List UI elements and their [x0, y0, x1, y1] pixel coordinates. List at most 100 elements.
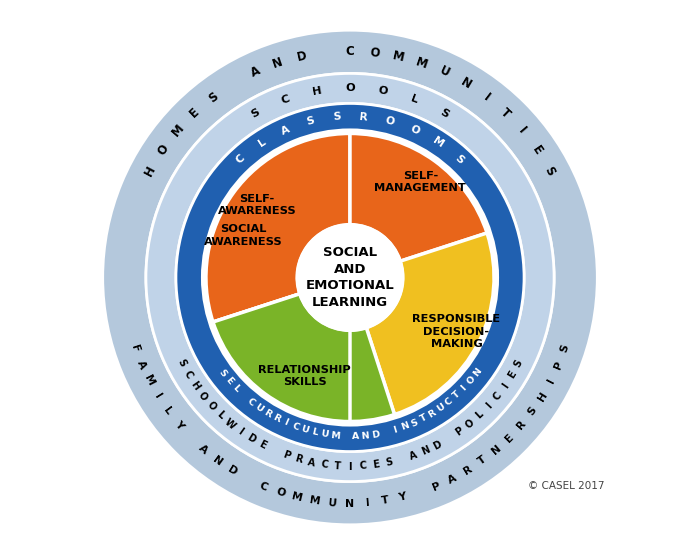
Wedge shape [350, 133, 487, 261]
Text: RESPONSIBLE
DECISION-
MAKING: RESPONSIBLE DECISION- MAKING [412, 314, 500, 349]
Text: I: I [349, 462, 351, 472]
Text: O: O [274, 487, 286, 499]
Text: H: H [188, 380, 201, 392]
Text: I: I [481, 90, 492, 104]
Text: C: C [181, 369, 194, 380]
Text: E: E [257, 439, 267, 451]
Text: S: S [526, 405, 539, 417]
Text: N: N [345, 499, 355, 509]
Text: M: M [169, 122, 187, 139]
Text: D: D [295, 49, 308, 64]
Text: N: N [271, 56, 285, 71]
Text: T: T [419, 413, 428, 424]
Text: O: O [155, 142, 172, 158]
Text: R: R [358, 112, 368, 123]
Text: S: S [453, 153, 466, 166]
Text: R: R [272, 413, 282, 424]
Text: U: U [320, 430, 329, 440]
Text: I: I [392, 425, 398, 435]
Text: © CASEL 2017: © CASEL 2017 [528, 481, 604, 491]
Wedge shape [103, 30, 597, 525]
Text: C: C [258, 481, 270, 493]
Text: T: T [452, 390, 462, 401]
Text: L: L [162, 405, 174, 417]
Text: N: N [458, 75, 474, 92]
Text: S: S [332, 112, 341, 123]
Text: S: S [384, 457, 393, 468]
Text: I: I [153, 392, 163, 401]
Text: A: A [409, 450, 419, 462]
Text: RELATIONSHIP
SKILLS: RELATIONSHIP SKILLS [258, 365, 351, 387]
Text: T: T [498, 105, 512, 120]
Text: R: R [515, 418, 528, 431]
Text: E: E [506, 369, 518, 380]
Text: T: T [381, 496, 390, 506]
Text: A: A [279, 124, 291, 137]
Text: O: O [409, 124, 421, 137]
Text: D: D [225, 464, 239, 477]
Text: M: M [391, 49, 405, 64]
Text: C: C [279, 94, 291, 106]
Text: I: I [484, 401, 494, 411]
Text: S: S [305, 116, 316, 128]
Text: U: U [253, 402, 265, 414]
Text: S: S [206, 89, 220, 105]
Text: SOCIAL
AWARENESS: SOCIAL AWARENESS [204, 224, 283, 246]
Text: C: C [290, 421, 300, 432]
Text: M: M [309, 495, 321, 507]
Text: S: S [542, 164, 557, 178]
Text: F: F [130, 343, 141, 354]
Text: E: E [188, 105, 202, 120]
Text: Y: Y [398, 492, 407, 503]
Text: O: O [369, 46, 380, 59]
Text: A: A [351, 432, 359, 441]
Wedge shape [146, 73, 554, 482]
Text: I: I [365, 498, 370, 508]
Text: C: C [443, 396, 454, 407]
Text: L: L [410, 94, 420, 105]
Text: Y: Y [172, 418, 185, 431]
Text: A: A [197, 443, 210, 456]
Text: N: N [490, 443, 503, 457]
Wedge shape [206, 133, 350, 322]
Text: L: L [256, 137, 267, 149]
Text: N: N [471, 367, 483, 379]
Text: N: N [400, 421, 410, 432]
Text: I: I [282, 418, 289, 428]
Text: N: N [420, 445, 432, 457]
Text: M: M [330, 431, 340, 441]
Text: D: D [371, 430, 380, 440]
Text: U: U [435, 402, 447, 414]
Text: U: U [328, 498, 337, 508]
Text: O: O [465, 375, 477, 387]
Text: L: L [474, 410, 486, 421]
Text: L: L [214, 410, 226, 421]
Text: M: M [414, 55, 430, 71]
Text: S: S [217, 367, 228, 378]
Text: SELF-
AWARENESS: SELF- AWARENESS [218, 194, 296, 216]
Text: A: A [307, 457, 316, 468]
Text: A: A [135, 359, 148, 371]
Circle shape [298, 225, 402, 330]
Text: L: L [231, 383, 241, 393]
Text: E: E [372, 460, 380, 470]
Text: R: R [294, 454, 304, 466]
Text: E: E [529, 143, 545, 157]
Text: M: M [142, 374, 156, 388]
Text: C: C [320, 460, 328, 470]
Text: A: A [248, 64, 262, 80]
Text: P: P [552, 359, 565, 371]
Text: O: O [463, 417, 477, 430]
Text: T: T [333, 461, 341, 471]
Text: I: I [236, 427, 244, 437]
Text: P: P [430, 481, 442, 493]
Text: D: D [432, 439, 443, 451]
Text: I: I [500, 381, 510, 390]
Text: C: C [346, 45, 354, 58]
Text: H: H [142, 164, 158, 178]
Text: O: O [204, 400, 218, 412]
Text: I: I [516, 125, 528, 137]
Text: E: E [503, 432, 516, 444]
Text: R: R [427, 408, 438, 419]
Wedge shape [366, 233, 494, 415]
